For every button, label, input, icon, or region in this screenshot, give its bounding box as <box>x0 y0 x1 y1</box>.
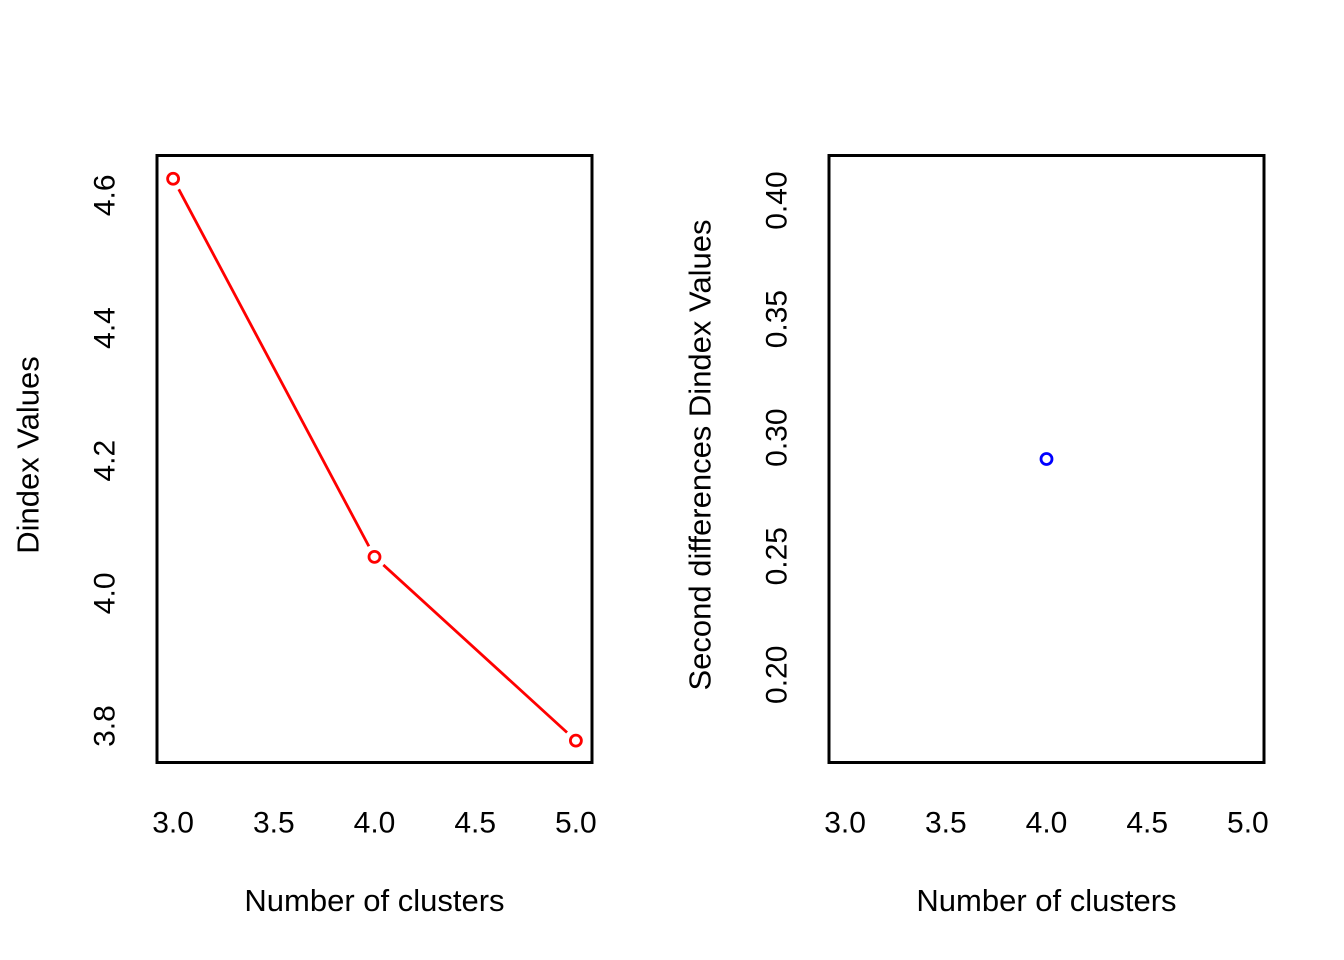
data-point <box>367 549 382 564</box>
y-tick-label: 0.30 <box>761 408 794 466</box>
y-tick-label: 3.8 <box>89 705 122 747</box>
plot-box <box>827 154 1266 764</box>
y-axis-title: Second differences Dindex Values <box>682 219 718 691</box>
y-tick-label: 4.2 <box>89 440 122 482</box>
x-tick-label: 4.5 <box>454 807 496 840</box>
y-tick-label: 4.0 <box>89 572 122 614</box>
series-line-segment <box>382 563 568 734</box>
x-tick-label: 3.5 <box>925 807 967 840</box>
data-point <box>166 171 181 186</box>
dindex-plot: 3.0 3.5 4.0 4.5 5.0 3.8 4.0 4.2 4.4 4.6 Number of… <box>10 154 597 918</box>
x-tick-label: 5.0 <box>1227 807 1269 840</box>
y-tick-label: 0.40 <box>761 171 794 229</box>
plot-box <box>155 154 594 764</box>
x-tick-label: 3.0 <box>152 807 194 840</box>
x-tick-label: 4.5 <box>1126 807 1168 840</box>
y-tick-label: 0.35 <box>761 290 794 348</box>
x-tick-label: 4.0 <box>1026 807 1068 840</box>
x-axis-title: Number of clusters <box>244 883 505 918</box>
x-tick-label: 5.0 <box>555 807 597 840</box>
x-tick-label: 3.5 <box>253 807 295 840</box>
y-tick-label: 4.6 <box>89 174 122 216</box>
second-differences-chart-area: 3.0 3.5 4.0 4.5 5.0 0.20 0.25 0.30 0.35 0.40 <box>761 154 1269 840</box>
second-differences-plot: 3.0 3.5 4.0 4.5 5.0 0.20 0.25 0.30 0.35 0.40 Numb… <box>672 0 1344 960</box>
data-point <box>568 733 583 748</box>
x-axis-title: Number of clusters <box>916 883 1177 918</box>
x-tick-label: 3.0 <box>824 807 866 840</box>
x-tick-label: 4.0 <box>354 807 396 840</box>
data-point <box>1039 452 1054 466</box>
dindex-chart-area: 3.0 3.5 4.0 4.5 5.0 3.8 4.0 4.2 4.4 4.6 <box>89 154 597 840</box>
y-axis-title: Dindex Values <box>10 356 46 554</box>
y-tick-label: 0.20 <box>761 646 794 704</box>
series-line-segment <box>177 188 371 547</box>
y-tick-label: 4.4 <box>89 307 122 349</box>
y-tick-label: 0.25 <box>761 527 794 585</box>
